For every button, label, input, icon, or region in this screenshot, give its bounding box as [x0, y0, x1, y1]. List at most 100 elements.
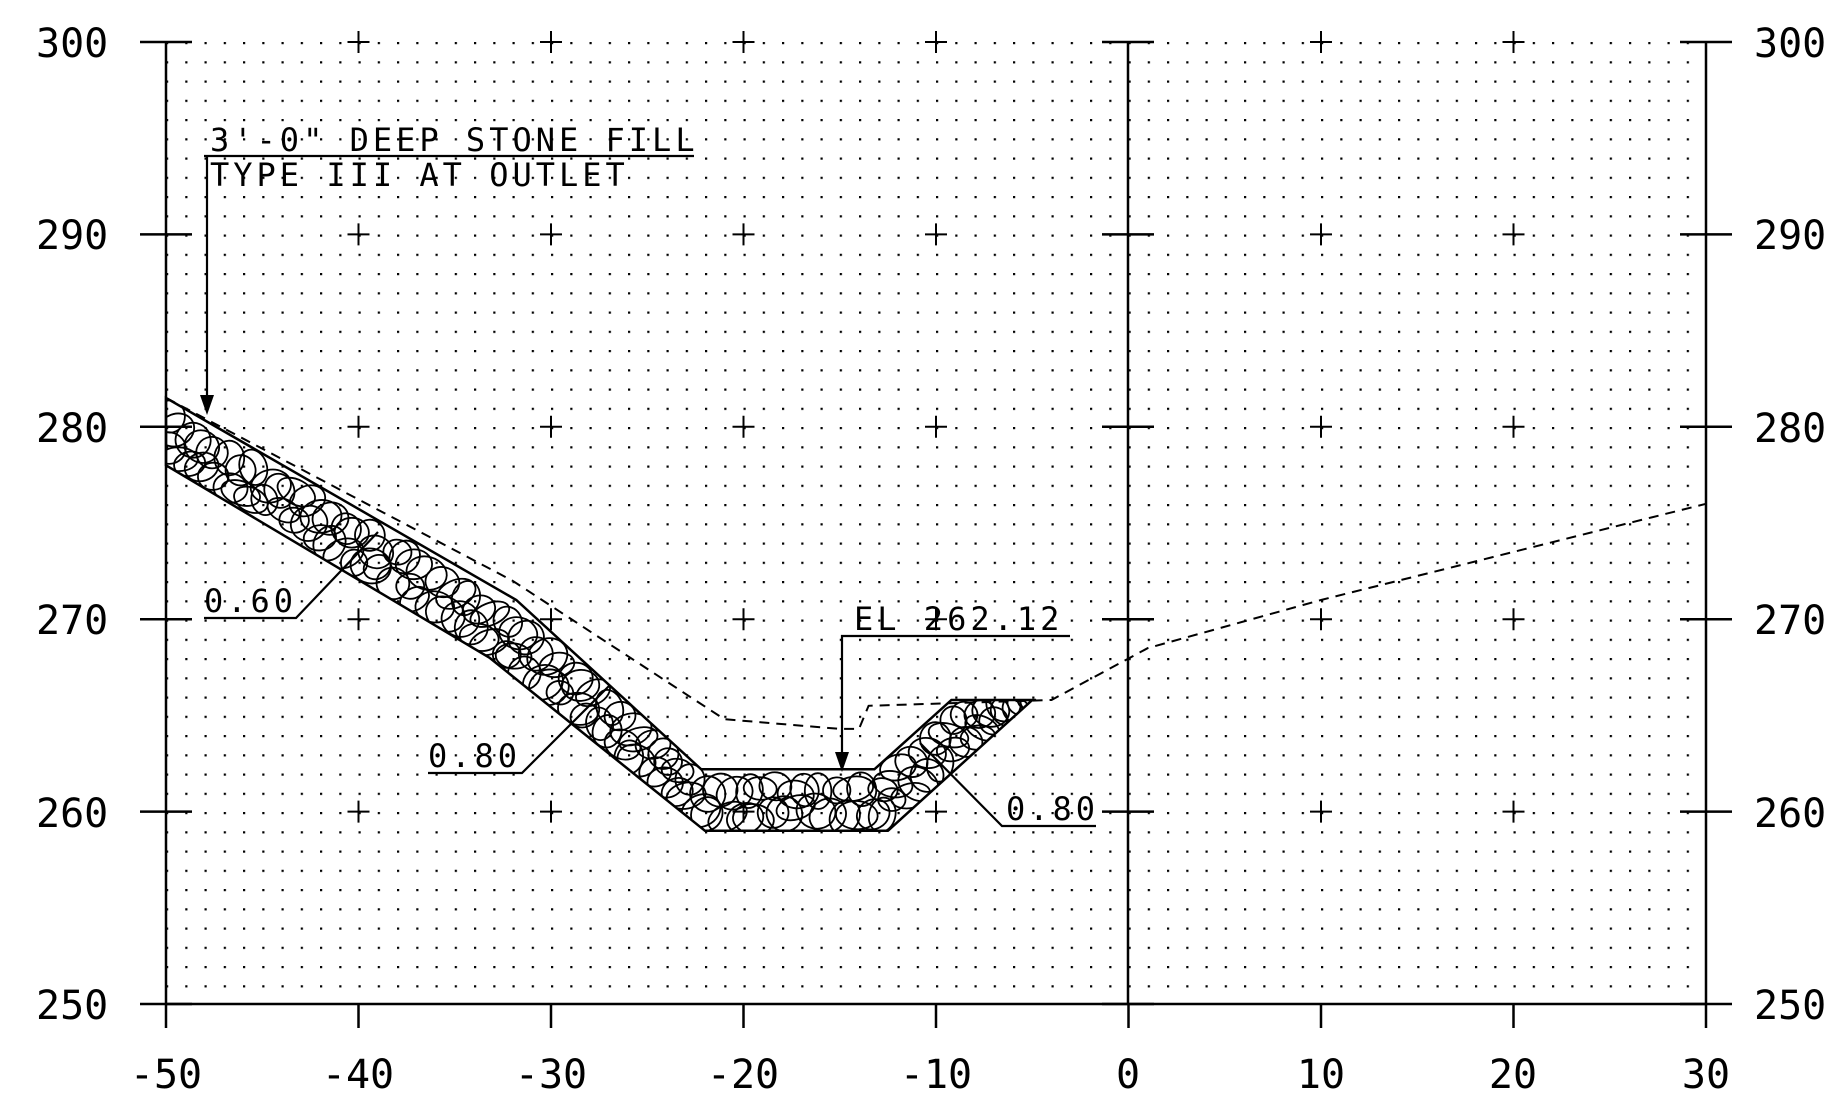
stone: [715, 775, 754, 811]
stone: [173, 450, 207, 477]
stone: [776, 779, 815, 810]
stone: [517, 636, 554, 672]
stone: [302, 524, 337, 552]
stone: [250, 483, 279, 516]
stone: [927, 722, 970, 749]
axis-labels: 300 290 280 270 260 250 300 290 280 270 …: [36, 21, 1826, 1098]
dot-grid: [166, 42, 1706, 1004]
stone: [557, 661, 594, 696]
grid-cross: [1310, 415, 1332, 438]
stone: [689, 775, 727, 813]
stone: [526, 637, 569, 676]
stone: [507, 619, 545, 656]
y-label-right-280: 280: [1754, 406, 1826, 452]
grid-cross: [540, 608, 562, 631]
grid-cross: [1502, 608, 1525, 631]
elevation-label: EL 262.12: [854, 600, 1063, 638]
grid-cross: [732, 31, 755, 53]
stone: [674, 763, 706, 796]
stone: [653, 747, 683, 776]
stone: [492, 605, 523, 638]
grid-cross: [925, 800, 947, 823]
stone: [354, 518, 386, 552]
stone: [742, 776, 778, 801]
x-label-m30: -30: [515, 1052, 587, 1098]
grid-cross: [925, 608, 947, 631]
y-label-left-280: 280: [36, 406, 108, 452]
y-label-right-290: 290: [1754, 213, 1826, 259]
grid-cross: [347, 608, 370, 631]
grid-cross: [540, 415, 562, 438]
x-label-30: 30: [1682, 1052, 1730, 1098]
stone: [591, 714, 623, 749]
grid-cross: [925, 415, 947, 438]
stone: [855, 798, 891, 831]
tick-marks: [140, 40, 1732, 1028]
grid-cross: [925, 31, 947, 53]
stone: [803, 772, 833, 810]
slope-label-left: 0.60: [204, 582, 297, 620]
stone: [732, 803, 775, 831]
grid-cross: [1310, 800, 1332, 823]
stone: [919, 721, 952, 756]
grid-cross: [1502, 223, 1525, 246]
grid-cross: [732, 223, 755, 246]
stone: [289, 504, 329, 542]
stone: [405, 555, 448, 591]
stone: [702, 772, 739, 808]
grid-cross: [732, 608, 755, 631]
grid-cross: [1310, 608, 1332, 631]
stone-fill-note-line1: 3'-0" DEEP STONE FILL: [210, 121, 699, 159]
grid-crosses: [347, 31, 1525, 823]
stone: [925, 745, 955, 783]
stone: [618, 726, 659, 753]
y-label-right-270: 270: [1754, 598, 1826, 644]
grid-cross: [732, 415, 755, 438]
grid-cross: [540, 223, 562, 246]
stone: [224, 454, 257, 487]
grid-cross: [1310, 223, 1332, 246]
grid-cross: [1502, 415, 1525, 438]
x-label-m20: -20: [707, 1052, 779, 1098]
slope-right-leader: [919, 742, 1096, 828]
y-label-left-270: 270: [36, 598, 108, 644]
stone: [263, 472, 296, 509]
stone: [333, 516, 370, 549]
stone: [461, 594, 497, 625]
stone: [213, 439, 246, 477]
leader-lines: [200, 154, 1096, 828]
stone: [195, 435, 229, 470]
grid-cross: [1502, 31, 1525, 53]
elevation-arrowhead: [835, 752, 849, 772]
x-label-m10: -10: [900, 1052, 972, 1098]
stone: [560, 668, 601, 702]
grid-cross: [925, 223, 947, 246]
x-label-m40: -40: [322, 1052, 394, 1098]
grid-cross: [347, 415, 370, 438]
stone: [183, 451, 220, 483]
grid-cross: [540, 31, 562, 53]
elevation-leader: [840, 634, 1070, 765]
stone: [907, 736, 947, 770]
stone: [877, 787, 907, 812]
stone: [166, 412, 196, 448]
x-label-m50: -50: [130, 1052, 202, 1098]
stone-fill-note-line2: TYPE III AT OUTLET: [210, 156, 629, 194]
slope-mid-leader: [428, 684, 611, 775]
y-label-left-300: 300: [36, 21, 108, 67]
annotations: 3'-0" DEEP STONE FILL TYPE III AT OUTLET…: [204, 121, 1099, 828]
stone: [557, 691, 601, 726]
y-label-left-260: 260: [36, 791, 108, 837]
y-label-left-290: 290: [36, 213, 108, 259]
stone: [795, 792, 837, 830]
y-label-right-250: 250: [1754, 983, 1826, 1029]
stone: [183, 429, 220, 464]
stone: [647, 737, 680, 770]
slope-label-right: 0.80: [1006, 790, 1099, 828]
grid-cross: [347, 31, 370, 53]
y-label-right-260: 260: [1754, 791, 1826, 837]
y-label-right-300: 300: [1754, 21, 1826, 67]
stone: [357, 534, 395, 570]
